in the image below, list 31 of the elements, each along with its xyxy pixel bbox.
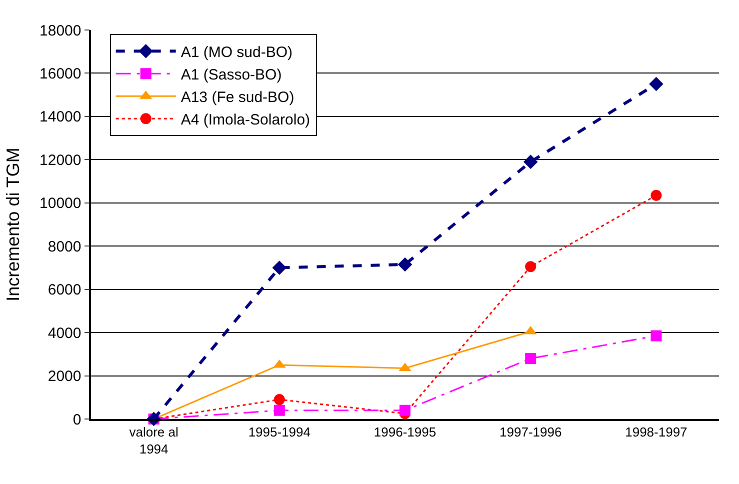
x-tick-label: 1995-1994 — [248, 424, 310, 440]
point — [400, 404, 410, 416]
y-tick-label: 10000 — [40, 195, 82, 212]
point — [274, 404, 285, 416]
legend-label: A1 (MO sud-BO) — [180, 44, 293, 61]
point — [525, 352, 536, 364]
x-tick-label: 1996-1995 — [374, 424, 436, 440]
y-axis-title: Incremento di TGM — [3, 148, 24, 302]
point — [272, 260, 287, 275]
y-tick-label: 2000 — [48, 368, 82, 386]
y-tick-label: 16000 — [40, 65, 82, 82]
y-tick-label: 4000 — [48, 324, 82, 342]
x-tick-label: 1997-1996 — [500, 424, 562, 440]
point — [525, 261, 536, 272]
legend-label: A4 (Imola-Solarolo) — [180, 111, 310, 128]
x-tick-label: valore al 1994 — [129, 424, 178, 456]
point — [274, 394, 285, 406]
y-tick-label: 14000 — [40, 108, 82, 126]
point — [398, 257, 412, 272]
point — [650, 330, 662, 342]
x-tick-label: 1998-1997 — [625, 424, 688, 440]
point — [523, 154, 538, 169]
point — [650, 190, 662, 201]
legend-label: A1 (Sasso-BO) — [180, 66, 282, 84]
y-tick-label: 0 — [72, 411, 82, 428]
y-tick-label: 8000 — [48, 238, 82, 256]
y-tick-label: 18000 — [40, 22, 82, 40]
y-tick-label: 6000 — [48, 282, 82, 299]
point — [649, 76, 664, 92]
legend-label: A13 (Fe sud-BO) — [180, 88, 294, 106]
y-tick-label: 12000 — [40, 152, 82, 169]
